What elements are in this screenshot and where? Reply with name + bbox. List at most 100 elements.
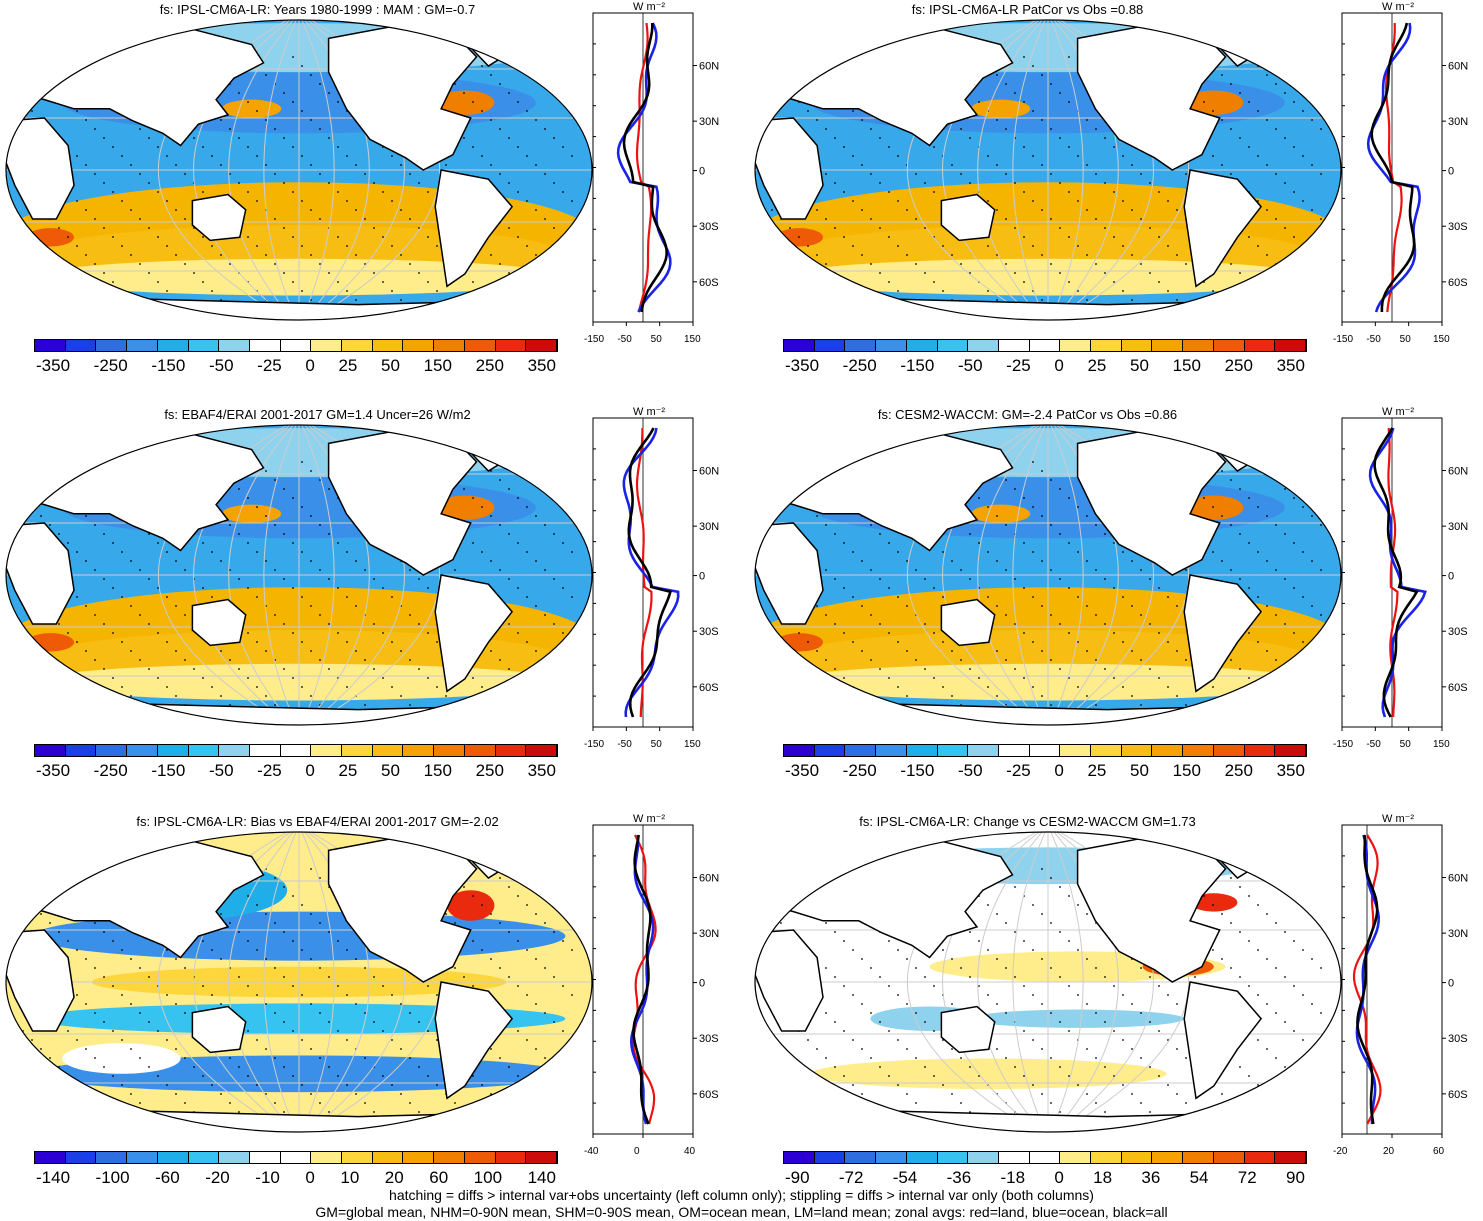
stipple-dot bbox=[978, 985, 980, 987]
stipple-dot bbox=[508, 533, 510, 535]
colorbar-tick-label: 250 bbox=[475, 761, 504, 780]
colorbar-tick-label: 72 bbox=[1237, 1168, 1257, 1187]
map-field bbox=[755, 425, 1341, 725]
zonal-lat-label: 0 bbox=[1448, 978, 1454, 990]
stipple-dot bbox=[1239, 488, 1241, 490]
stipple-dot bbox=[436, 686, 438, 688]
colorbar-tick-label: -50 bbox=[208, 356, 234, 375]
stipple-dot bbox=[364, 1012, 366, 1014]
stipple-dot bbox=[816, 605, 818, 607]
stipple-dot bbox=[157, 632, 159, 634]
zonal-ocean-line bbox=[616, 22, 672, 313]
zonal-units: W m⁻² bbox=[1382, 406, 1414, 418]
stipple-dot bbox=[193, 272, 195, 274]
stipple-dot bbox=[544, 173, 546, 175]
stipple-dot bbox=[771, 470, 773, 472]
stipple-dot bbox=[1068, 281, 1070, 283]
zonal-lat-label: 30S bbox=[1448, 626, 1468, 638]
stipple-dot bbox=[1032, 596, 1034, 598]
stipple-dot bbox=[274, 1057, 276, 1059]
stipple-dot bbox=[454, 922, 456, 924]
longitude-gridline bbox=[1012, 425, 1046, 725]
stipple-dot bbox=[130, 958, 132, 960]
stipple-dot bbox=[220, 1093, 222, 1095]
stipple-dot bbox=[238, 931, 240, 933]
stipple-dot bbox=[553, 137, 555, 139]
stipple-dot bbox=[1023, 236, 1025, 238]
colorbar-tick-label: 90 bbox=[1286, 1168, 1305, 1187]
stipple-dot bbox=[933, 587, 935, 589]
stipple-dot bbox=[562, 101, 564, 103]
stipple-dot bbox=[1311, 913, 1313, 915]
stipple-dot bbox=[328, 931, 330, 933]
stipple-dot bbox=[861, 1003, 863, 1005]
zonal-lat-label: 30N bbox=[1448, 928, 1468, 940]
stipple-dot bbox=[40, 470, 42, 472]
stipple-dot bbox=[888, 677, 890, 679]
stipple-dot bbox=[1095, 659, 1097, 661]
stipple-dot bbox=[1140, 173, 1142, 175]
map-field bbox=[755, 832, 1341, 1132]
anomaly-region bbox=[1184, 495, 1244, 520]
stipple-dot bbox=[562, 985, 564, 987]
colorbar-tick-label: -25 bbox=[1006, 356, 1031, 375]
stipple-dot bbox=[1311, 560, 1313, 562]
zonal-lat-label: 60N bbox=[1448, 873, 1468, 885]
stipple-dot bbox=[283, 1021, 285, 1023]
longitude-gridline bbox=[263, 832, 297, 1132]
stipple-dot bbox=[1266, 1093, 1268, 1095]
stipple-dot bbox=[1149, 623, 1151, 625]
stipple-dot bbox=[1059, 1066, 1061, 1068]
stipple-dot bbox=[562, 940, 564, 942]
stipple-dot bbox=[490, 958, 492, 960]
stipple-dot bbox=[870, 1012, 872, 1014]
stipple-dot bbox=[1293, 587, 1295, 589]
stipple-dot bbox=[780, 479, 782, 481]
stipple-dot bbox=[265, 1093, 267, 1095]
stipple-dot bbox=[1284, 668, 1286, 670]
colorbar-swatch bbox=[127, 1152, 158, 1163]
stipple-dot bbox=[789, 488, 791, 490]
zonal-lat-label: 0 bbox=[699, 166, 705, 178]
stipple-dot bbox=[436, 245, 438, 247]
stipple-dot bbox=[418, 1021, 420, 1023]
map-outline bbox=[5, 424, 593, 726]
stipple-dot bbox=[1005, 922, 1007, 924]
stipple-dot bbox=[301, 506, 303, 508]
stipple-dot bbox=[780, 1057, 782, 1059]
stipple-dot bbox=[355, 1003, 357, 1005]
stipple-dot bbox=[553, 1021, 555, 1023]
stipple-dot bbox=[1122, 245, 1124, 247]
stipple-dot bbox=[211, 949, 213, 951]
stipple-dot bbox=[852, 155, 854, 157]
stipple-dot bbox=[933, 632, 935, 634]
stipple-dot bbox=[499, 128, 501, 130]
stipple-dot bbox=[1113, 632, 1115, 634]
stipple-dot bbox=[94, 614, 96, 616]
stipple-dot bbox=[834, 578, 836, 580]
stipple-dot bbox=[942, 641, 944, 643]
zonal-x-label: 150 bbox=[1433, 334, 1450, 345]
stipple-dot bbox=[202, 940, 204, 942]
zonal-lat-label: 60N bbox=[1448, 466, 1468, 478]
stipple-dot bbox=[283, 182, 285, 184]
colorbar-tick-label: -350 bbox=[36, 761, 71, 780]
stipple-dot bbox=[1239, 92, 1241, 94]
stipple-dot bbox=[31, 461, 33, 463]
stipple-dot bbox=[1284, 1066, 1286, 1068]
stipple-dot bbox=[816, 119, 818, 121]
stipple-dot bbox=[1212, 904, 1214, 906]
stipple-dot bbox=[112, 146, 114, 148]
stipple-dot bbox=[861, 254, 863, 256]
stipple-dot bbox=[553, 1066, 555, 1068]
colorbar-swatch bbox=[403, 745, 435, 756]
anomaly-region bbox=[811, 1058, 1167, 1090]
colorbar-swatch bbox=[1244, 340, 1276, 351]
colorbar-swatch bbox=[814, 745, 846, 756]
stipple-dot bbox=[888, 985, 890, 987]
stipple-dot bbox=[816, 254, 818, 256]
stipple-dot bbox=[1095, 1057, 1097, 1059]
stipple-dot bbox=[996, 119, 998, 121]
colorbar-tick-label: -250 bbox=[842, 356, 877, 375]
stipple-dot bbox=[915, 1102, 917, 1104]
